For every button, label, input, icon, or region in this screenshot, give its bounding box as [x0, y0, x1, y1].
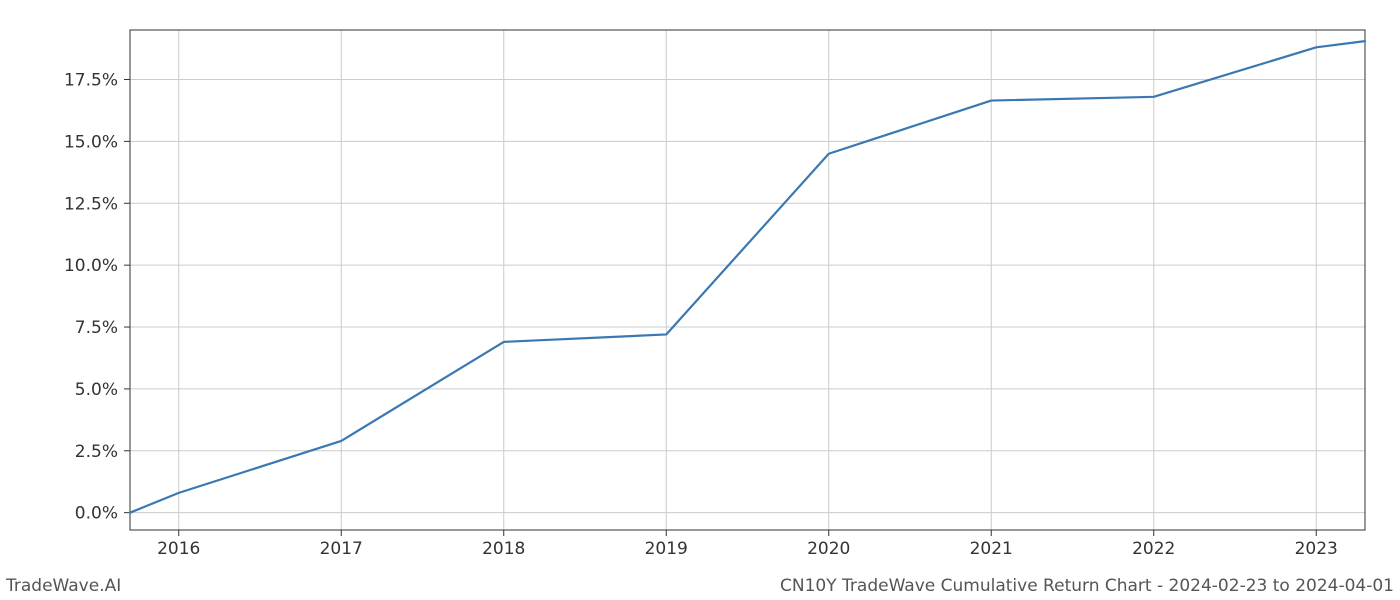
svg-text:17.5%: 17.5% — [64, 71, 118, 91]
svg-text:10.0%: 10.0% — [64, 256, 118, 276]
svg-text:12.5%: 12.5% — [64, 194, 118, 214]
svg-text:2018: 2018 — [482, 539, 525, 559]
svg-text:2022: 2022 — [1132, 539, 1175, 559]
line-chart: 2016 2017 2018 2019 2020 2021 2022 2023 0.0% 2.5%… — [0, 0, 1400, 600]
footer-left-text: TradeWave.AI — [6, 576, 121, 596]
svg-text:0.0%: 0.0% — [75, 504, 118, 524]
svg-text:7.5%: 7.5% — [75, 318, 118, 338]
svg-text:2019: 2019 — [645, 539, 688, 559]
svg-text:2016: 2016 — [157, 539, 200, 559]
footer-right-text: CN10Y TradeWave Cumulative Return Chart … — [780, 576, 1394, 596]
svg-text:2020: 2020 — [807, 539, 850, 559]
svg-text:2017: 2017 — [320, 539, 363, 559]
svg-text:2.5%: 2.5% — [75, 442, 118, 462]
svg-text:15.0%: 15.0% — [64, 132, 118, 152]
svg-text:5.0%: 5.0% — [75, 380, 118, 400]
svg-text:2021: 2021 — [970, 539, 1013, 559]
svg-text:2023: 2023 — [1295, 539, 1338, 559]
